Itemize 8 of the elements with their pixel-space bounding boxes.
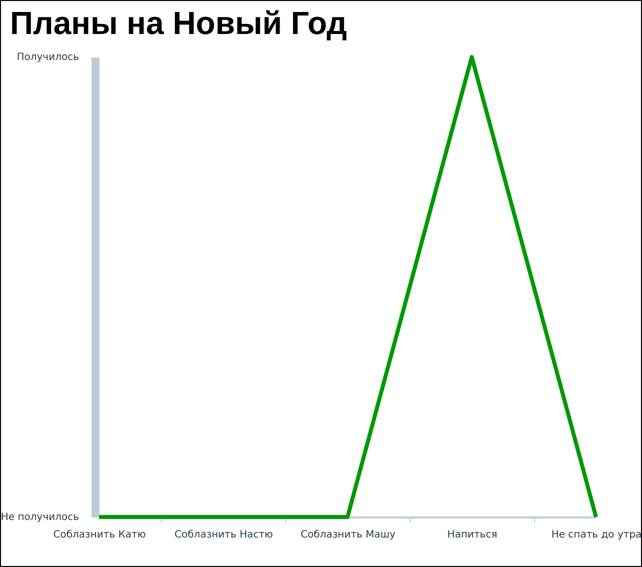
x-tick-label: Напиться: [447, 530, 498, 540]
x-tick-label: Не спать до утра: [551, 530, 642, 540]
x-tick-label: Соблазнить Катю: [53, 530, 146, 540]
text: Не получилось: [0, 512, 80, 523]
x-tick-label: Соблазнить Машу: [300, 530, 396, 540]
chart-title: Планы на Новый Год: [10, 5, 347, 41]
x-tick-label: Соблазнить Настю: [174, 530, 273, 540]
text: Получилось: [16, 52, 80, 63]
